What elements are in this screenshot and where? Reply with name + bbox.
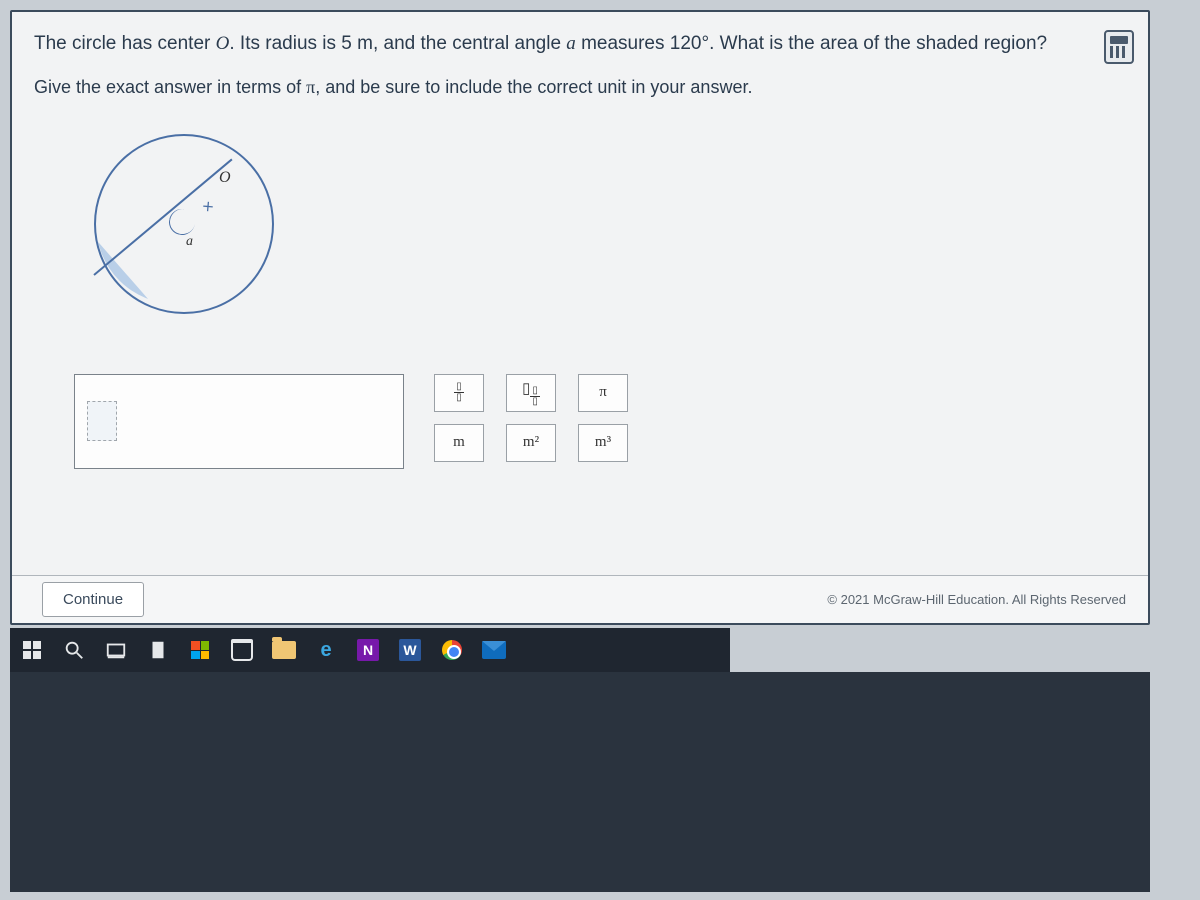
- circle-diagram: O a ✕: [74, 124, 294, 344]
- store-icon: [231, 639, 253, 661]
- unit-m3-label: m³: [595, 434, 611, 451]
- windows-taskbar: e N W: [10, 628, 730, 672]
- onenote-button[interactable]: N: [354, 636, 382, 664]
- screen-bezel-area: [10, 672, 1150, 892]
- q1-mid2: , and the central angle: [373, 33, 566, 54]
- screen-root: The circle has center O. Its radius is 5…: [0, 0, 1200, 900]
- tool-row-2: m m² m³: [434, 424, 628, 462]
- q1-mid3: measures: [576, 33, 670, 54]
- file-explorer-button[interactable]: [270, 636, 298, 664]
- word-icon: W: [399, 639, 421, 661]
- label-center-O: O: [219, 169, 231, 187]
- search-icon: [63, 639, 85, 661]
- continue-button[interactable]: Continue: [42, 582, 144, 617]
- document-icon: [147, 639, 169, 661]
- answer-placeholder-icon: [87, 401, 117, 441]
- pi-button-label: π: [599, 384, 607, 401]
- ms-store-icon: [191, 641, 209, 659]
- answer-row: ▯▯ ▯▯▯ π m m²: [74, 374, 1126, 469]
- folder-icon: [272, 641, 296, 659]
- chrome-button[interactable]: [438, 636, 466, 664]
- taskbar-app-1[interactable]: [144, 636, 172, 664]
- taskview-button[interactable]: [102, 636, 130, 664]
- windows-logo-icon: [23, 641, 41, 659]
- q1-mid: . Its radius is: [229, 33, 341, 54]
- unit-m2-label: m²: [523, 434, 539, 451]
- radius-value: 5 m: [341, 33, 373, 54]
- word-button[interactable]: W: [396, 636, 424, 664]
- search-button[interactable]: [60, 636, 88, 664]
- q1-pre: The circle has center: [34, 33, 216, 54]
- edge-icon: e: [320, 639, 331, 662]
- answer-input-box[interactable]: [74, 374, 404, 469]
- angle-variable: a: [566, 33, 576, 54]
- unit-m-label: m: [453, 434, 465, 451]
- onenote-icon: N: [357, 639, 379, 661]
- q1-end: . What is the area of the shaded region?: [709, 33, 1047, 54]
- fraction-icon: ▯▯: [454, 382, 464, 403]
- chrome-icon: [442, 640, 462, 660]
- calculator-icon[interactable]: [1104, 30, 1134, 64]
- mixed-fraction-icon: ▯▯▯: [522, 379, 540, 407]
- taskview-icon: [105, 639, 127, 661]
- footer-bar: Continue © 2021 McGraw-Hill Education. A…: [12, 575, 1148, 623]
- pi-symbol: π: [306, 77, 315, 97]
- label-angle-a: a: [186, 234, 193, 250]
- unit-m2-button[interactable]: m²: [506, 424, 556, 462]
- question-line-2: Give the exact answer in terms of π, and…: [34, 77, 1126, 98]
- mail-button[interactable]: [480, 636, 508, 664]
- mail-icon: [482, 641, 506, 659]
- microsoft-store-button[interactable]: [186, 636, 214, 664]
- continue-label: Continue: [63, 591, 123, 608]
- aleks-window: The circle has center O. Its radius is 5…: [10, 10, 1150, 625]
- q2-end: , and be sure to include the correct uni…: [315, 77, 752, 97]
- edge-button[interactable]: e: [312, 636, 340, 664]
- pi-button[interactable]: π: [578, 374, 628, 412]
- fraction-button[interactable]: ▯▯: [434, 374, 484, 412]
- store-button[interactable]: [228, 636, 256, 664]
- start-button[interactable]: [18, 636, 46, 664]
- copyright-text: © 2021 McGraw-Hill Education. All Rights…: [827, 592, 1126, 607]
- tool-row-1: ▯▯ ▯▯▯ π: [434, 374, 628, 412]
- unit-m3-button[interactable]: m³: [578, 424, 628, 462]
- unit-m-button[interactable]: m: [434, 424, 484, 462]
- math-toolbox: ▯▯ ▯▯▯ π m m²: [434, 374, 628, 462]
- center-variable: O: [216, 33, 230, 54]
- question-line-1: The circle has center O. Its radius is 5…: [34, 30, 1126, 59]
- mixed-fraction-button[interactable]: ▯▯▯: [506, 374, 556, 412]
- angle-value: 120°: [670, 33, 709, 54]
- q2-pre: Give the exact answer in terms of: [34, 77, 306, 97]
